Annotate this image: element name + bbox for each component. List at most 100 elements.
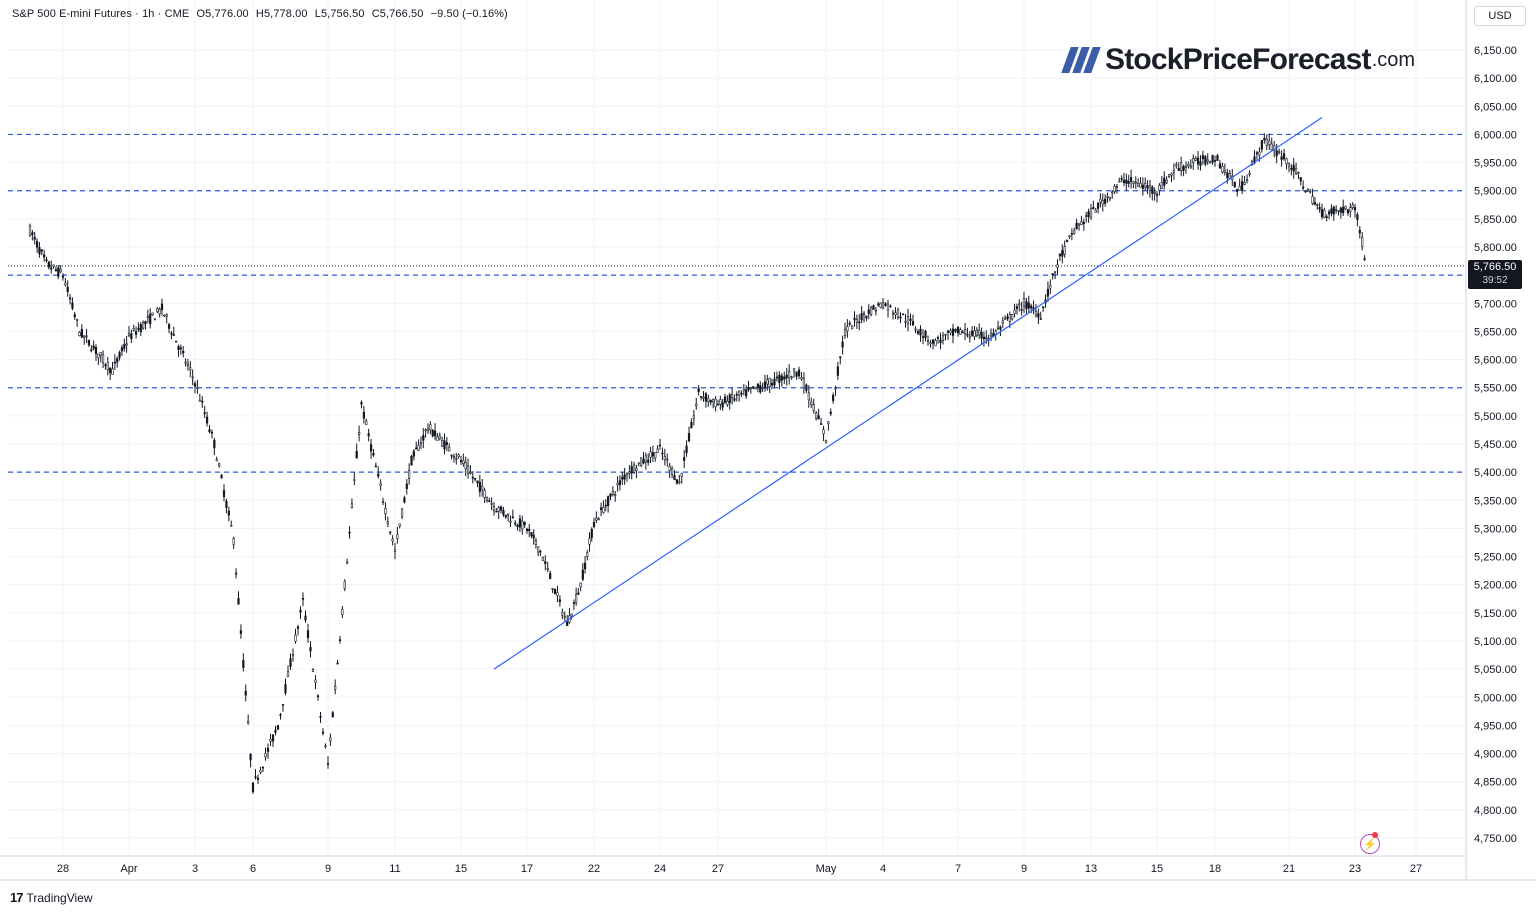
candle xyxy=(982,331,986,347)
candle xyxy=(45,256,48,263)
candle xyxy=(1177,162,1180,172)
candle xyxy=(1184,161,1188,174)
uptrend-line[interactable] xyxy=(493,117,1323,670)
candle xyxy=(261,766,265,773)
candle xyxy=(343,579,346,592)
candle xyxy=(306,623,310,643)
candle xyxy=(31,230,34,241)
candle xyxy=(635,464,638,479)
candle xyxy=(336,659,339,665)
candle xyxy=(167,322,171,334)
candle xyxy=(54,266,58,272)
candle xyxy=(1189,159,1192,169)
candle xyxy=(1311,188,1314,206)
y-tick-label: 5,050.00 xyxy=(1474,664,1517,676)
candle xyxy=(1211,154,1214,165)
candle xyxy=(111,361,114,375)
candle xyxy=(817,408,820,420)
candle xyxy=(1096,202,1100,214)
lightning-icon[interactable]: ⚡ xyxy=(1360,834,1380,854)
candle xyxy=(1285,157,1288,170)
candle xyxy=(94,344,98,361)
candle xyxy=(879,302,882,309)
y-tick-label: 5,400.00 xyxy=(1474,467,1517,479)
candle xyxy=(647,453,650,466)
x-tick-label: 27 xyxy=(712,863,724,875)
candle xyxy=(59,265,62,274)
candle xyxy=(97,353,100,366)
candle xyxy=(158,307,161,318)
candle xyxy=(294,628,297,644)
symbol-title[interactable]: S&P 500 E-mini Futures · 1h · CME xyxy=(12,8,190,20)
candle xyxy=(247,714,250,725)
candle xyxy=(549,570,552,580)
currency-selector[interactable]: USD xyxy=(1474,6,1526,26)
candle xyxy=(800,371,803,381)
candle xyxy=(1167,174,1171,179)
candle xyxy=(1209,160,1212,164)
candle xyxy=(502,506,505,517)
bar-countdown: 39:52 xyxy=(1482,275,1508,286)
candle xyxy=(911,314,915,327)
candle xyxy=(685,440,688,457)
candle xyxy=(754,387,757,390)
y-tick-label: 5,100.00 xyxy=(1474,636,1517,648)
candle xyxy=(568,608,571,624)
y-tick-label: 5,700.00 xyxy=(1474,298,1517,310)
candle xyxy=(222,484,226,502)
candle xyxy=(1302,180,1305,192)
candle xyxy=(843,322,847,339)
candle xyxy=(851,325,854,330)
candle xyxy=(733,394,736,402)
candle xyxy=(431,428,434,438)
candle xyxy=(1325,214,1328,222)
candle xyxy=(1153,187,1156,201)
x-tick-label: 6 xyxy=(250,863,256,875)
candle xyxy=(43,249,46,262)
candle xyxy=(853,311,856,327)
candle xyxy=(602,500,605,514)
candle xyxy=(1163,171,1166,190)
candle xyxy=(1309,188,1312,194)
candle xyxy=(518,514,522,533)
candle xyxy=(1342,199,1345,216)
y-tick-label: 5,950.00 xyxy=(1474,158,1517,170)
candle xyxy=(860,305,863,324)
low-value: L5,756.50 xyxy=(314,8,365,20)
candle xyxy=(1075,218,1078,230)
candle xyxy=(1199,155,1202,171)
candle xyxy=(525,527,529,534)
candle xyxy=(656,445,659,454)
candle xyxy=(184,358,187,367)
candle xyxy=(227,506,230,522)
candle xyxy=(38,242,41,258)
candle xyxy=(989,328,993,342)
x-tick-label: 18 xyxy=(1209,863,1221,875)
tradingview-logo[interactable]: 17 TradingView xyxy=(10,890,93,905)
candle xyxy=(1282,148,1286,161)
candle xyxy=(438,432,441,441)
candle xyxy=(179,344,182,355)
candle xyxy=(1351,202,1354,210)
candle xyxy=(165,313,168,324)
candle xyxy=(1158,183,1161,196)
candle xyxy=(476,480,479,488)
candle xyxy=(742,384,745,396)
candle xyxy=(692,409,695,426)
candle xyxy=(561,608,564,620)
candle xyxy=(90,344,93,353)
candle xyxy=(1339,206,1342,219)
candle xyxy=(408,463,411,485)
candle xyxy=(1049,279,1052,295)
x-tick-label: Apr xyxy=(120,863,137,875)
candle xyxy=(666,453,669,467)
candle xyxy=(783,371,786,385)
candle xyxy=(704,391,708,408)
candle xyxy=(47,260,50,270)
candle xyxy=(637,462,640,467)
y-tick-label: 5,450.00 xyxy=(1474,439,1517,451)
candle xyxy=(763,374,767,392)
candle xyxy=(52,264,55,269)
